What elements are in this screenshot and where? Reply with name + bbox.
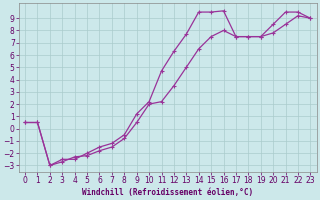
X-axis label: Windchill (Refroidissement éolien,°C): Windchill (Refroidissement éolien,°C) [82,188,253,197]
